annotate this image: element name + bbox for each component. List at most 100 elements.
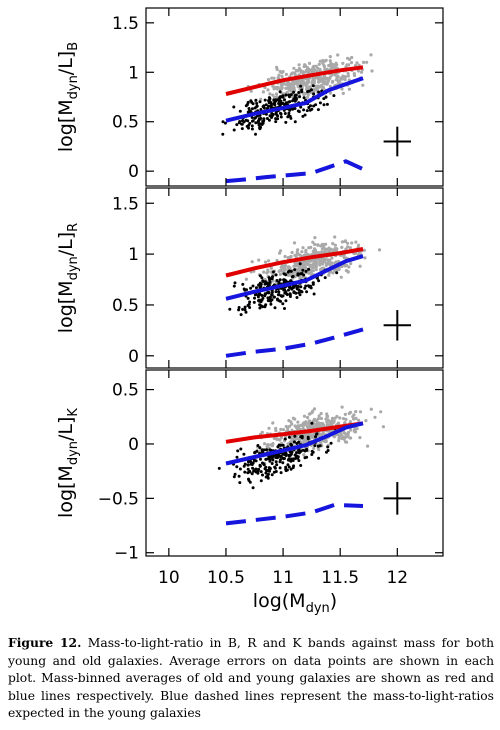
young-mean-line (225, 421, 364, 466)
old-galaxy-point (294, 437, 298, 441)
young-galaxy-point (258, 100, 262, 104)
plot-frame (145, 7, 444, 187)
x-tick-label: 12 (386, 568, 408, 588)
young-galaxy-point (267, 291, 271, 295)
old-galaxy-point (335, 268, 339, 272)
young-galaxy-point (239, 447, 243, 451)
young-galaxy-point (270, 293, 274, 297)
young-galaxy-point (278, 460, 282, 464)
young-galaxy-point (299, 285, 303, 289)
old-galaxy-point (244, 277, 248, 281)
old-galaxy-point (347, 87, 351, 91)
young-galaxy-point (255, 104, 259, 108)
old-galaxy-point (306, 69, 310, 73)
old-galaxy-point (305, 95, 309, 99)
young-galaxy-point (301, 114, 305, 118)
old-galaxy-point (339, 432, 343, 437)
young-galaxy-point (278, 96, 282, 100)
old-galaxy-point (298, 276, 302, 280)
old-galaxy-point (373, 415, 377, 419)
old-galaxy-point (250, 260, 254, 264)
old-galaxy-point (321, 431, 325, 436)
old-galaxy-point (346, 270, 350, 274)
young-galaxy-point (259, 282, 263, 286)
y-tick-label: 1 (128, 245, 139, 265)
scatter-points (221, 53, 374, 136)
young-galaxy-point (302, 96, 306, 100)
young-galaxy-point (313, 444, 317, 448)
young-galaxy-point (288, 114, 292, 118)
young-galaxy-point (237, 306, 241, 309)
young-galaxy-point (288, 100, 292, 104)
old-galaxy-point (293, 71, 297, 75)
old-galaxy-point (343, 239, 347, 244)
old-galaxy-point (346, 74, 350, 78)
young-galaxy-point (274, 460, 278, 464)
young-galaxy-point (270, 455, 274, 459)
x-axis-label-text: log(Mdyn) (253, 590, 337, 616)
young-galaxy-point (301, 268, 305, 272)
young-galaxy-point (283, 307, 286, 310)
young-galaxy-point (265, 448, 269, 452)
old-galaxy-point (272, 87, 276, 91)
old-galaxy-point (309, 271, 313, 275)
young-galaxy-point (291, 459, 295, 462)
young-galaxy-point (251, 466, 255, 470)
old-galaxy-point (313, 242, 317, 246)
young-galaxy-point (254, 98, 258, 102)
young-galaxy-point (243, 288, 247, 292)
old-galaxy-point (270, 76, 274, 80)
young-galaxy-point (283, 112, 287, 115)
x-tick-label: 11.5 (321, 568, 359, 588)
old-galaxy-point (346, 71, 350, 76)
young-galaxy-point (243, 470, 247, 474)
young-galaxy-point (276, 114, 280, 118)
young-galaxy-point (284, 93, 288, 97)
old-galaxy-point (277, 73, 281, 77)
old-galaxy-point (333, 235, 337, 239)
old-galaxy-point (265, 445, 269, 449)
young-galaxy-point (261, 296, 265, 300)
y-tick-label: 0 (128, 162, 139, 182)
young-galaxy-point (267, 100, 271, 104)
old-galaxy-point (358, 436, 362, 440)
y-axis-label: log[Mdyn/L]B (55, 42, 81, 152)
young-galaxy-point (279, 443, 283, 447)
old-galaxy-point (263, 442, 267, 446)
old-galaxy-point (313, 236, 317, 240)
young-galaxy-point (232, 475, 236, 479)
young-galaxy-point (310, 421, 314, 425)
young-galaxy-point (292, 291, 296, 294)
old-galaxy-point (347, 265, 351, 269)
old-galaxy-point (359, 70, 364, 74)
young-galaxy-point (259, 304, 263, 308)
old-galaxy-point (343, 78, 347, 82)
young-galaxy-point (279, 115, 283, 119)
young-galaxy-point (244, 310, 248, 314)
young-galaxy-point (296, 456, 300, 460)
old-galaxy-point (348, 420, 352, 424)
old-galaxy-point (292, 66, 296, 70)
young-galaxy-point (278, 278, 282, 282)
young-galaxy-point (266, 296, 270, 300)
young-galaxy-point (287, 453, 291, 457)
young-galaxy-point (264, 457, 268, 461)
young-galaxy-point (287, 457, 291, 461)
old-galaxy-point (306, 415, 310, 420)
old-galaxy-point (312, 76, 316, 80)
old-galaxy-point (328, 75, 332, 79)
young-galaxy-point (293, 107, 297, 110)
old-galaxy-point (281, 70, 285, 74)
y-tick-label: 1.5 (112, 14, 139, 34)
old-galaxy-point (301, 246, 305, 250)
old-galaxy-point (292, 241, 297, 245)
old-galaxy-point (349, 262, 353, 266)
young-galaxy-point (305, 290, 309, 294)
young-galaxy-point (254, 121, 258, 125)
young-galaxy-point (261, 473, 264, 477)
young-galaxy-point (240, 122, 244, 126)
young-galaxy-point (303, 286, 307, 290)
young-galaxy-point (316, 108, 320, 112)
young-galaxy-point (318, 101, 322, 105)
old-galaxy-point (279, 268, 283, 272)
